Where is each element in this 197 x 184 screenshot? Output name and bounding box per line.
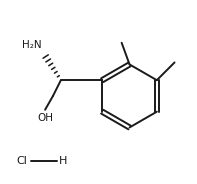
Text: H: H [59, 156, 67, 166]
Text: H₂N: H₂N [21, 40, 41, 50]
Text: OH: OH [37, 113, 53, 123]
Text: Cl: Cl [16, 156, 27, 166]
